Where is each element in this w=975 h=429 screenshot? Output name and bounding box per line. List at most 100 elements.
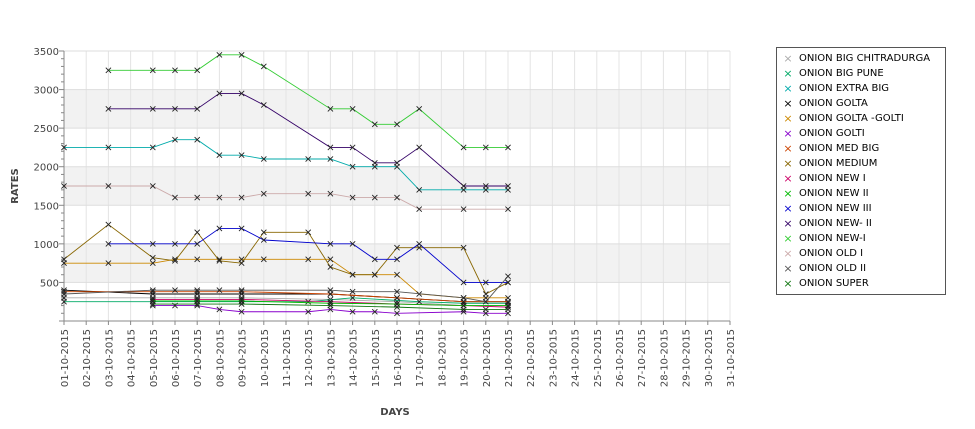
legend-item: × ONION GOLTA [777, 96, 945, 111]
data-point-marker [349, 163, 356, 170]
data-point-marker [149, 183, 156, 189]
data-point-marker [105, 144, 112, 151]
x-axis-title: DAYS [380, 407, 410, 418]
x-tick-label: 27-10-2015 [637, 329, 648, 387]
data-point-marker [194, 256, 201, 263]
data-point-marker [105, 240, 112, 247]
data-point-marker [149, 260, 156, 267]
data-point-marker [216, 225, 223, 232]
data-point-marker [172, 257, 178, 264]
series-group [61, 183, 511, 213]
y-tick-label: 1000 [34, 240, 59, 251]
legend-label: ONION GOLTI [799, 128, 865, 139]
data-point-marker [238, 298, 245, 305]
x-tick-label: 29-10-2015 [682, 329, 693, 387]
data-point-marker [505, 273, 511, 280]
x-tick-label: 23-10-2015 [548, 329, 559, 387]
data-point-marker [194, 240, 201, 247]
data-point-marker [349, 308, 356, 315]
legend-label: ONION NEW-I [799, 233, 866, 244]
data-point-marker [349, 240, 356, 247]
data-point-marker [416, 105, 423, 112]
x-tick-label: 04-10-2015 [127, 329, 138, 387]
data-point-marker [305, 308, 312, 315]
legend-marker-icon: × [783, 157, 793, 170]
data-point-marker [482, 144, 489, 151]
data-point-marker [105, 221, 112, 228]
data-point-marker [327, 300, 334, 307]
series-group [61, 294, 511, 307]
data-point-marker [394, 194, 400, 201]
data-point-marker [61, 298, 67, 305]
legend-label: ONION MED BIG [799, 143, 880, 154]
legend-item: × ONION OLD II [777, 261, 945, 276]
data-point-marker [172, 105, 178, 112]
data-point-marker [349, 294, 356, 301]
legend-label: ONION BIG PUNE [799, 68, 884, 79]
legend-item: × ONION MED BIG [777, 141, 945, 156]
series-group [105, 90, 511, 189]
legend-marker-icon: × [783, 172, 793, 185]
legend-marker-icon: × [783, 52, 793, 65]
legend-marker-icon: × [783, 142, 793, 155]
data-point-marker [61, 288, 67, 295]
x-tick-label: 28-10-2015 [659, 329, 670, 387]
data-point-marker [394, 294, 400, 301]
data-point-marker [238, 225, 245, 232]
legend-marker-icon: × [783, 82, 793, 95]
data-point-marker [460, 183, 467, 189]
data-point-marker [238, 308, 245, 315]
x-tick-label: 12-10-2015 [304, 329, 315, 387]
data-point-marker [505, 183, 511, 189]
legend-item: × ONION GOLTA -GOLTI [777, 111, 945, 126]
y-tick-label: 1500 [34, 201, 59, 212]
legend: × ONION BIG CHITRADURGA × ONION BIG PUNE × ON… [776, 47, 946, 295]
data-point-marker [149, 254, 156, 261]
x-tick-label: 18-10-2015 [437, 329, 448, 387]
data-point-marker [194, 194, 201, 201]
x-tick-label: 24-10-2015 [571, 329, 582, 387]
data-point-marker [238, 90, 245, 97]
data-point-marker [216, 51, 223, 58]
legend-item: × ONION OLD I [777, 246, 945, 261]
x-tick-label: 14-10-2015 [349, 329, 360, 387]
x-tick-label: 26-10-2015 [615, 329, 626, 387]
data-point-marker [149, 144, 156, 151]
legend-marker-icon: × [783, 277, 793, 290]
legend-item: × ONION SUPER [777, 276, 945, 291]
data-point-marker [460, 306, 467, 313]
data-point-marker [327, 264, 334, 270]
data-point-marker [194, 136, 201, 143]
data-point-marker [394, 121, 400, 128]
y-tick-label: 3500 [34, 47, 59, 58]
data-point-marker [194, 67, 201, 74]
data-point-marker [349, 194, 356, 201]
y-axis-title: RATES [10, 168, 21, 204]
x-tick-label: 02-10-2015 [82, 329, 93, 387]
x-tick-label: 19-10-2015 [460, 329, 471, 387]
data-point-marker [460, 244, 467, 251]
data-point-marker [260, 63, 267, 70]
data-point-marker [460, 279, 467, 286]
data-point-marker [371, 121, 378, 128]
x-tick-label: 20-10-2015 [482, 329, 493, 387]
y-tick-label: 3000 [34, 86, 59, 97]
series-group [105, 225, 511, 286]
series-layer [61, 51, 511, 317]
x-tick-label: 25-10-2015 [593, 329, 604, 387]
data-point-marker [305, 190, 312, 197]
legend-marker-icon: × [783, 127, 793, 140]
data-point-marker [149, 67, 156, 74]
legend-item: × ONION BIG PUNE [777, 66, 945, 81]
data-point-marker [305, 229, 312, 236]
legend-item: × ONION NEW- II [777, 216, 945, 231]
data-point-marker [238, 51, 245, 58]
x-tick-label: 05-10-2015 [149, 329, 160, 387]
data-point-marker [394, 159, 400, 166]
legend-label: ONION OLD II [799, 263, 867, 274]
legend-label: ONION GOLTA [799, 98, 868, 109]
data-point-marker [349, 105, 356, 112]
data-point-marker [172, 67, 178, 74]
legend-marker-icon: × [783, 67, 793, 80]
